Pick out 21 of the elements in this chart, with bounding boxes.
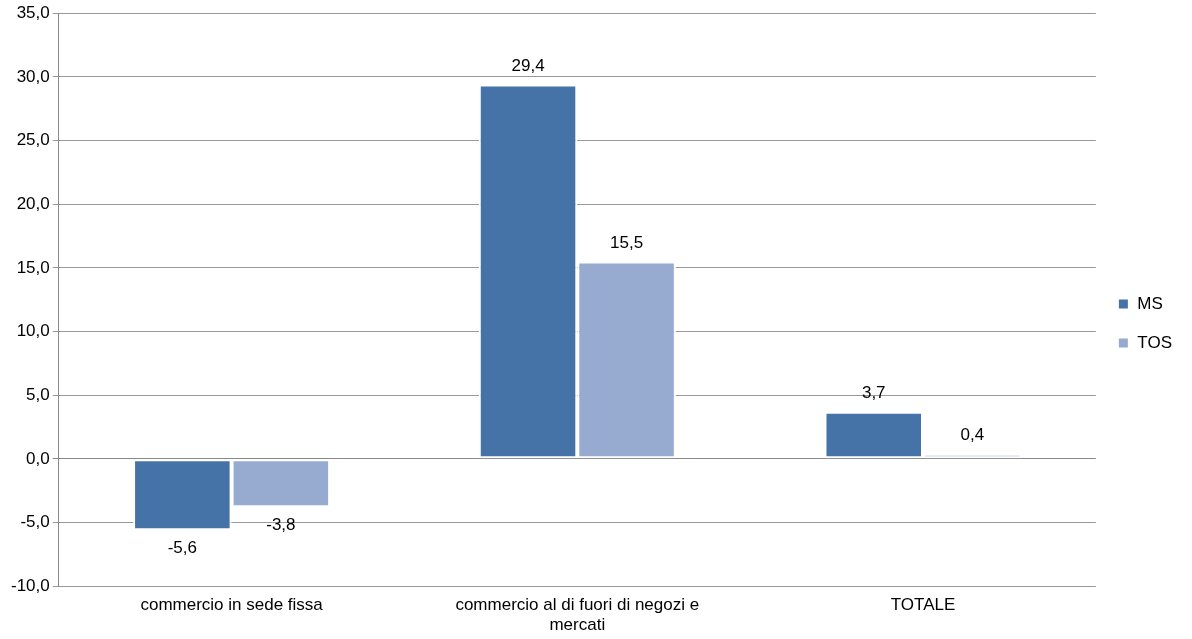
y-tick-label: 15,0 bbox=[16, 257, 50, 277]
y-tick-label: 5,0 bbox=[26, 384, 50, 404]
y-tick-label: 20,0 bbox=[16, 193, 50, 213]
x-tick-label: commercio al di fuori di negozi e mercati bbox=[455, 595, 700, 635]
y-tick-label: -5,0 bbox=[20, 512, 50, 532]
legend-label: TOS bbox=[1137, 332, 1172, 352]
data-label: 15,5 bbox=[610, 232, 644, 252]
y-tick-label: 35,0 bbox=[16, 2, 50, 22]
data-label: 0,4 bbox=[960, 424, 985, 444]
data-label: 3,7 bbox=[861, 382, 886, 402]
y-tick-label: 25,0 bbox=[16, 130, 50, 150]
data-label: -5,6 bbox=[167, 538, 197, 558]
data-label: 29,4 bbox=[511, 55, 545, 75]
x-tick-label: commercio in sede fissa bbox=[140, 595, 324, 615]
legend-label: MS bbox=[1137, 293, 1163, 313]
y-tick-label: -10,0 bbox=[11, 575, 50, 595]
y-tick-label: 30,0 bbox=[16, 66, 50, 86]
y-tick-label: 10,0 bbox=[16, 321, 50, 341]
x-tick-label: TOTALE bbox=[890, 595, 956, 615]
data-label: -3,8 bbox=[266, 515, 296, 535]
y-tick-label: 0,0 bbox=[26, 448, 50, 468]
